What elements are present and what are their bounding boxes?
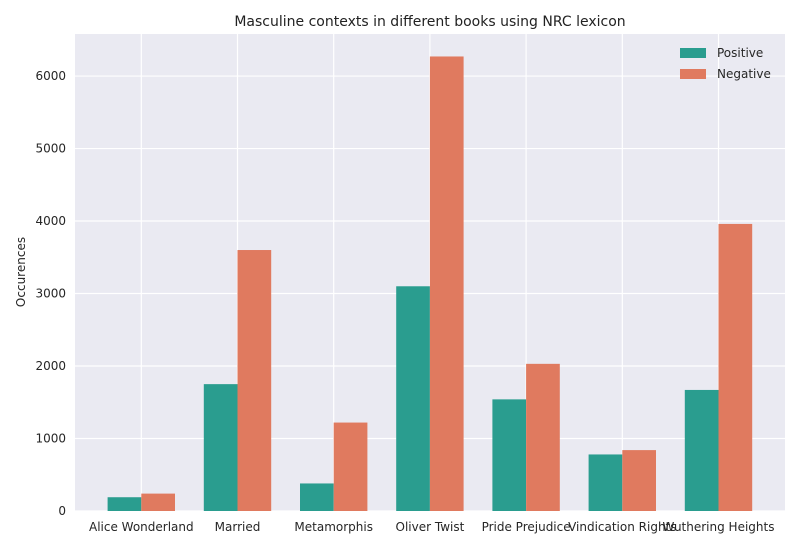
chart-title: Masculine contexts in different books us… [234,14,625,30]
bar-positive-0 [107,497,142,511]
bars [107,56,753,512]
x-tick-label: Pride Prejudice [482,520,571,534]
legend: Positive Negative [680,46,771,81]
legend-swatch-negative [680,69,706,79]
bar-negative-6 [718,223,753,511]
y-tick-label: 1000 [35,432,66,446]
y-axis-label: Occurences [14,237,28,307]
y-tick-labels: 0 1000 2000 3000 4000 5000 6000 [35,69,66,518]
y-tick-label: 3000 [35,287,66,301]
bar-positive-3 [396,286,430,511]
x-tick-label: Married [215,520,261,534]
y-tick-label: 4000 [35,214,66,228]
bar-negative-1 [237,250,272,512]
bar-negative-3 [429,56,464,511]
bar-positive-5 [588,454,623,511]
x-tick-label: Alice Wonderland [89,520,194,534]
legend-swatch-positive [680,48,706,58]
y-tick-label: 6000 [35,69,66,83]
x-tick-labels: Alice Wonderland Married Metamorphis Oliver… [89,520,774,534]
bar-negative-0 [141,493,175,511]
legend-label-positive: Positive [717,46,763,60]
x-tick-label: Vindication Rights [568,520,676,534]
y-tick-label: 0 [58,504,66,518]
y-tick-label: 2000 [35,359,66,373]
x-tick-label: Oliver Twist [396,520,465,534]
legend-label-negative: Negative [717,67,771,81]
x-tick-label: Wuthering Heights [663,520,775,534]
bar-positive-2 [300,483,334,511]
bar-negative-4 [526,363,560,511]
x-tick-label: Metamorphis [294,520,373,534]
y-tick-label: 5000 [35,142,66,156]
bar-positive-1 [203,384,238,511]
bar-negative-2 [333,422,368,511]
bar-positive-6 [684,389,719,511]
bar-negative-5 [622,450,656,511]
bar-positive-4 [492,399,527,511]
